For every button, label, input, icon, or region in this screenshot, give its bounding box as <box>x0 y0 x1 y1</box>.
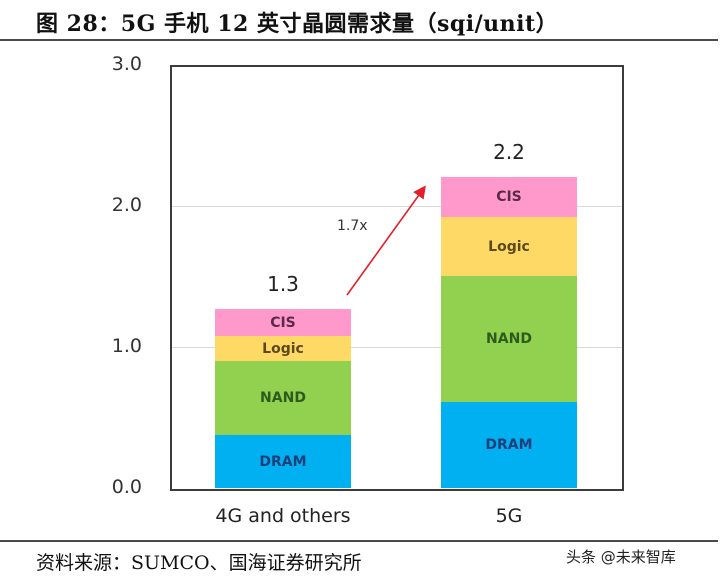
stacked-bar-4g: CIS Logic NAND DRAM <box>215 309 351 488</box>
segment-dram: DRAM <box>441 402 577 488</box>
segment-nand: NAND <box>441 276 577 402</box>
growth-multiplier-label: 1.7x <box>337 218 368 234</box>
watermark: 头条 @未来智库 <box>566 548 676 566</box>
bar-total-label: 2.2 <box>493 140 525 164</box>
title-divider <box>0 39 718 41</box>
plot-area <box>170 65 624 491</box>
segment-cis: CIS <box>215 309 351 336</box>
segment-nand: NAND <box>215 361 351 435</box>
x-category-label: 5G <box>495 505 523 527</box>
segment-cis: CIS <box>441 177 577 217</box>
stacked-bar-5g: CIS Logic NAND DRAM <box>441 177 577 488</box>
y-tick-label: 2.0 <box>111 194 142 216</box>
segment-logic: Logic <box>441 217 577 276</box>
chart-title: 图 28：5G 手机 12 英寸晶圆需求量（sqi/unit） <box>36 11 559 37</box>
segment-dram: DRAM <box>215 435 351 488</box>
y-tick-label: 1.0 <box>111 335 142 357</box>
segment-logic: Logic <box>215 336 351 361</box>
y-tick-label: 3.0 <box>111 53 142 75</box>
gridline-2 <box>172 206 622 207</box>
source-note: 资料来源：SUMCO、国海证券研究所 <box>36 552 362 574</box>
gridline-1 <box>172 347 622 348</box>
source-divider <box>0 540 718 542</box>
y-tick-label: 0.0 <box>111 476 142 498</box>
x-category-label: 4G and others <box>215 505 351 527</box>
bar-total-label: 1.3 <box>267 272 299 296</box>
